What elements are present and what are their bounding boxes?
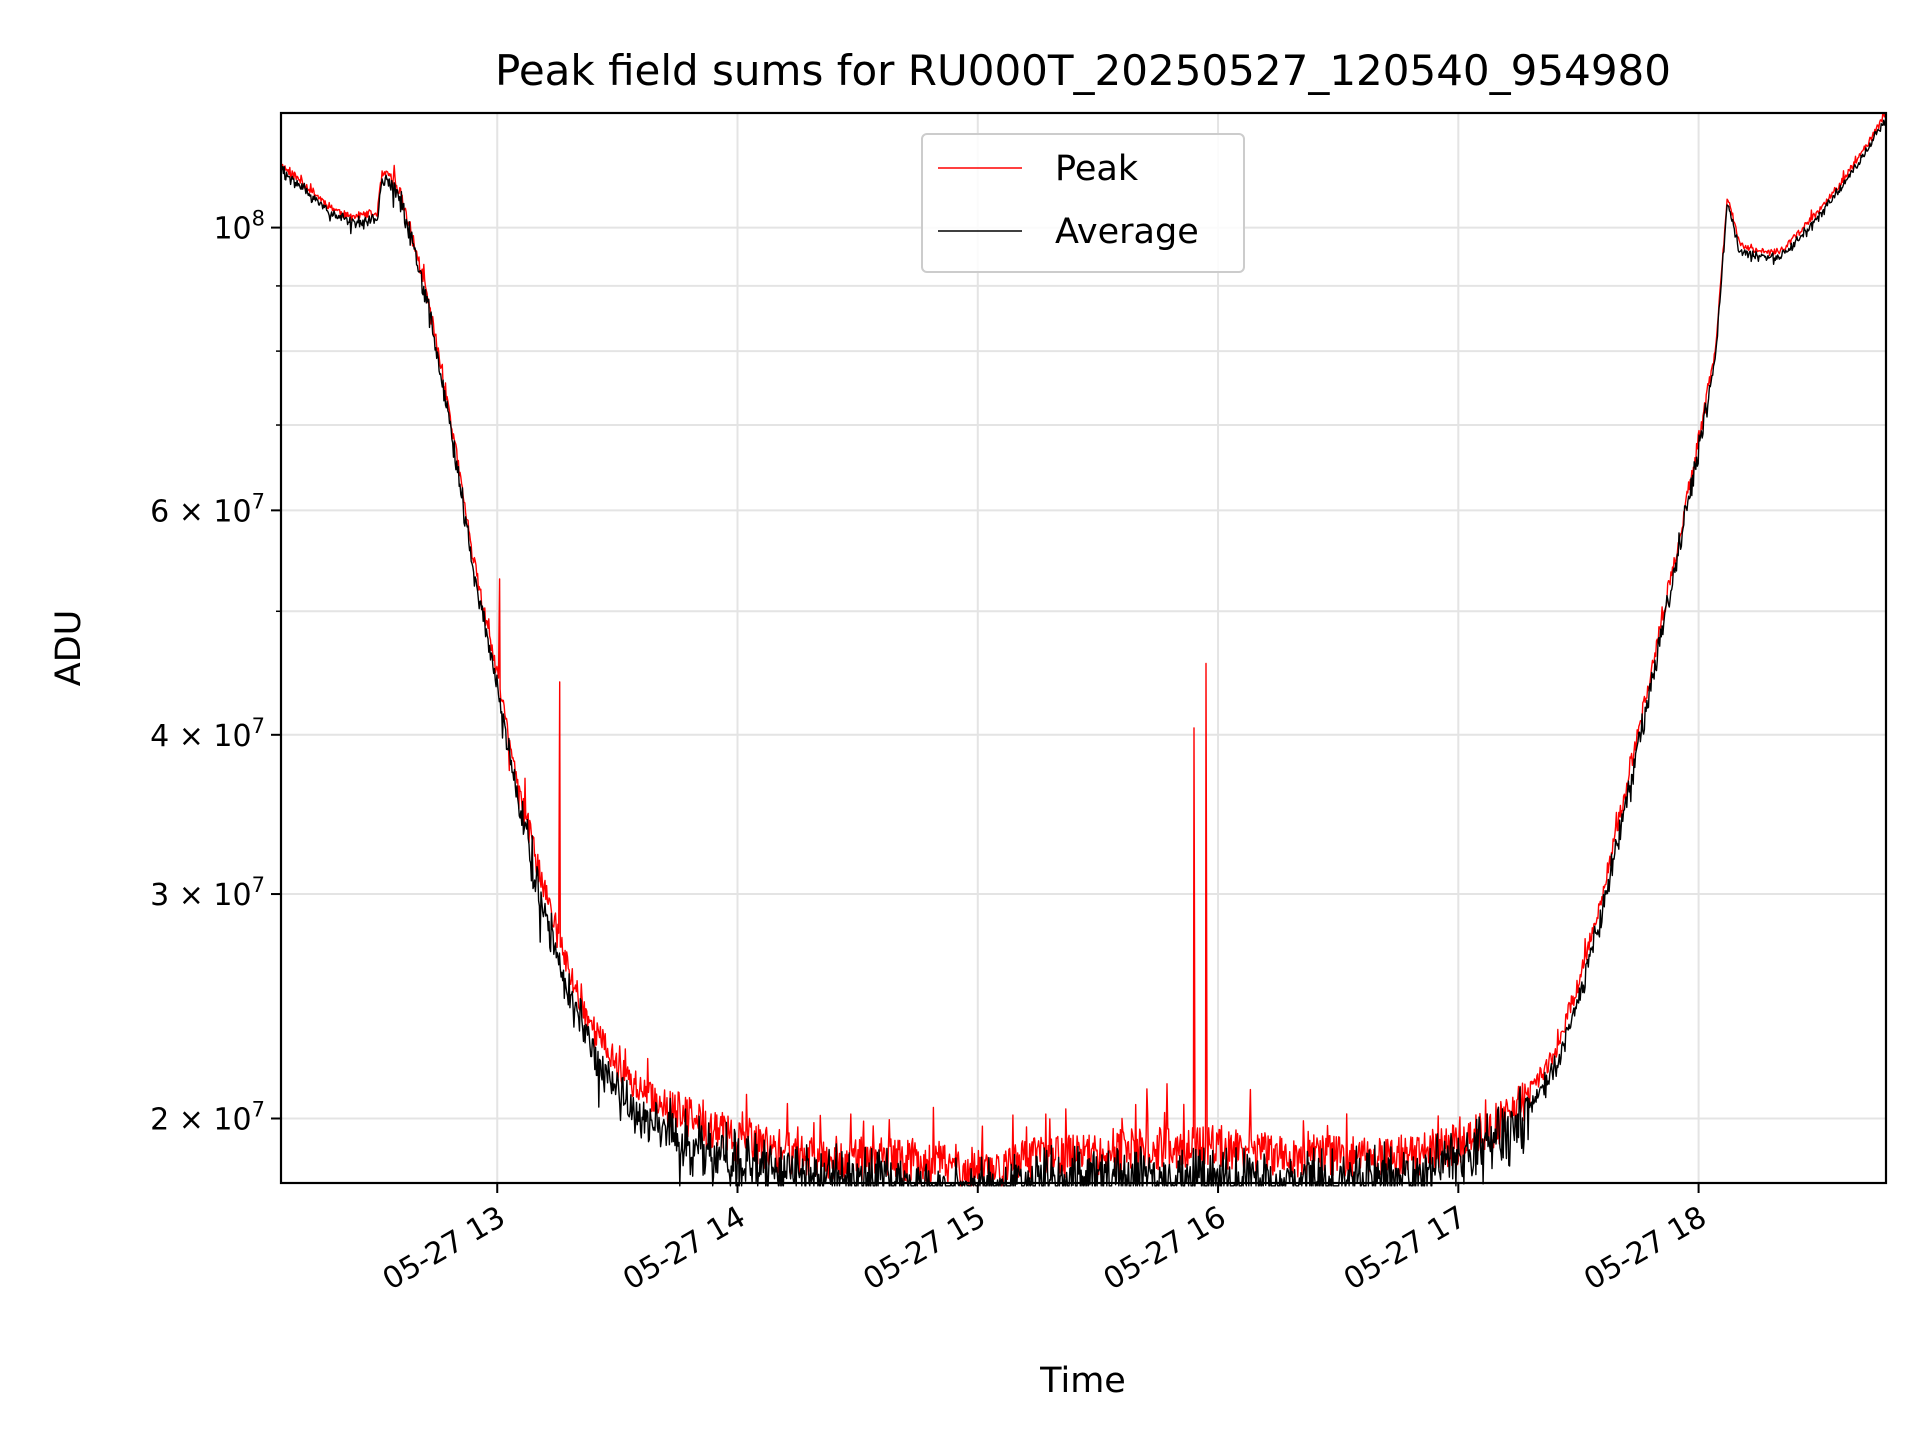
- y-tick-label: 108: [213, 207, 265, 247]
- plot-frame: [279, 111, 1888, 1185]
- y-axis: 108 6 × 107 4 × 107 3 × 107 2 × 107: [150, 207, 281, 1137]
- series-layer: [280, 112, 1887, 1187]
- series-line-peak: [280, 112, 1887, 1187]
- y-tick-label: 6 × 107: [150, 489, 265, 529]
- legend-peak-label: Peak: [1055, 149, 1139, 189]
- x-axis-label: Time: [1039, 1361, 1126, 1401]
- chart-title: Peak field sums for RU000T_20250527_1205…: [495, 46, 1671, 95]
- grid: [281, 113, 1886, 1183]
- legend: Peak Average: [921, 133, 1245, 273]
- y-tick-label: 2 × 107: [150, 1097, 265, 1137]
- series-line-average: [280, 115, 1887, 1187]
- y-tick-label: 4 × 107: [150, 714, 265, 754]
- legend-average-label: Average: [1055, 212, 1199, 252]
- y-axis-label: ADU: [49, 610, 89, 687]
- y-tick-label: 3 × 107: [150, 873, 265, 913]
